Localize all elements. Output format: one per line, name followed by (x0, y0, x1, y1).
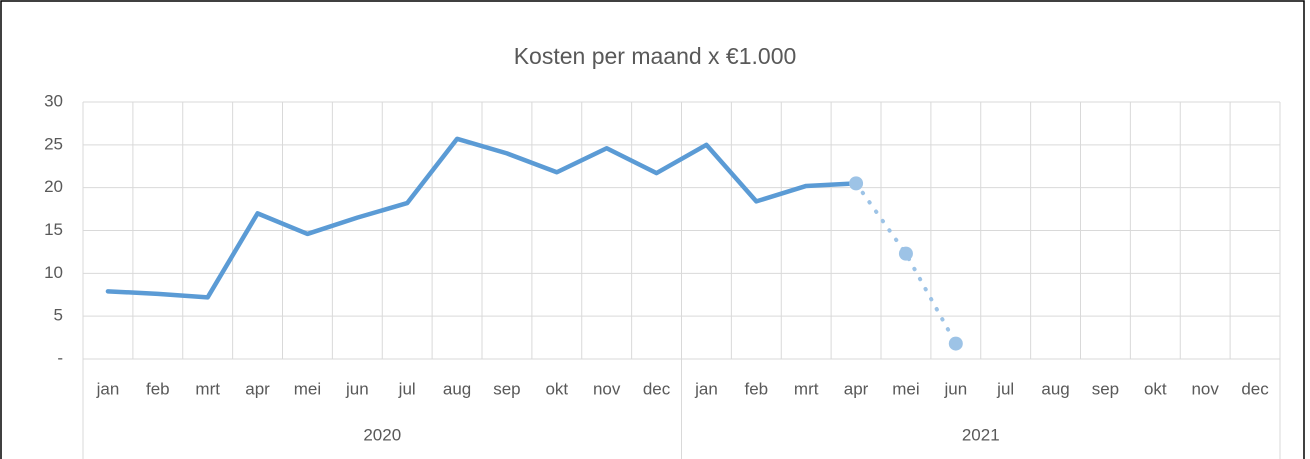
x-tick-label: okt (545, 379, 568, 398)
x-tick-label: jul (398, 379, 416, 398)
x-tick-label: feb (744, 379, 768, 398)
y-tick-label: 25 (44, 134, 63, 153)
x-tick-label: jul (996, 379, 1014, 398)
y-tick-label: 20 (44, 177, 63, 196)
y-tick-label: 10 (44, 263, 63, 282)
x-tick-label: sep (493, 379, 520, 398)
x-tick-label: dec (643, 379, 671, 398)
x-tick-label: nov (1191, 379, 1219, 398)
x-tick-label: okt (1144, 379, 1167, 398)
y-tick-label: - (57, 348, 63, 367)
group-label: 2021 (962, 425, 1000, 444)
x-tick-label: mrt (794, 379, 819, 398)
data-point (898, 246, 913, 261)
x-tick-label: apr (245, 379, 270, 398)
x-tick-label: mei (294, 379, 321, 398)
x-tick-label: aug (443, 379, 471, 398)
data-point (948, 336, 963, 351)
x-tick-label: dec (1241, 379, 1269, 398)
x-tick-label: mrt (195, 379, 220, 398)
x-tick-label: jun (943, 379, 967, 398)
x-tick-label: nov (593, 379, 621, 398)
chart-title: Kosten per maand x €1.000 (514, 43, 797, 69)
y-tick-label: 30 (44, 91, 63, 110)
data-point (849, 176, 864, 191)
x-tick-label: apr (844, 379, 869, 398)
y-tick-label: 15 (44, 220, 63, 239)
x-tick-label: jan (694, 379, 718, 398)
x-tick-label: aug (1041, 379, 1069, 398)
y-tick-label: 5 (54, 306, 63, 325)
x-tick-label: mei (892, 379, 919, 398)
x-tick-label: jun (345, 379, 369, 398)
group-label: 2020 (363, 425, 401, 444)
x-tick-label: sep (1092, 379, 1119, 398)
x-tick-label: jan (96, 379, 120, 398)
series-line (105, 136, 859, 300)
x-tick-label: feb (146, 379, 170, 398)
